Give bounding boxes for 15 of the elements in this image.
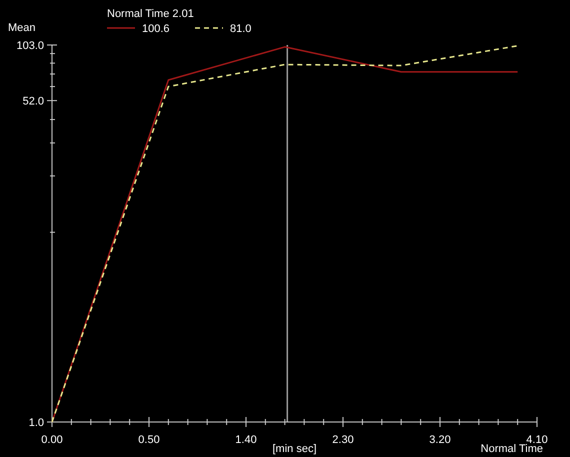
x-tick-label: 1.40: [235, 434, 257, 446]
y-tick-label: 52.0: [22, 95, 44, 108]
y-tick-label: 1.0: [28, 416, 44, 429]
x-tick-label: 0.00: [41, 434, 63, 446]
legend-title: Normal Time 2.01: [107, 8, 194, 20]
y-tick-label: 103.0: [16, 40, 44, 52]
y-axis-title: Mean: [8, 22, 36, 34]
x-tick-label: 3.20: [429, 434, 451, 446]
x-axis-title: [min sec]: [272, 443, 317, 455]
legend-label: 100.6: [142, 22, 170, 35]
x-tick-label: 0.50: [138, 434, 160, 446]
text: Normal Time: [480, 443, 543, 455]
legend-label: 81.0: [230, 22, 252, 35]
x-tick-label: 4.10: [526, 434, 548, 446]
x-tick-label: 2.30: [332, 434, 354, 446]
